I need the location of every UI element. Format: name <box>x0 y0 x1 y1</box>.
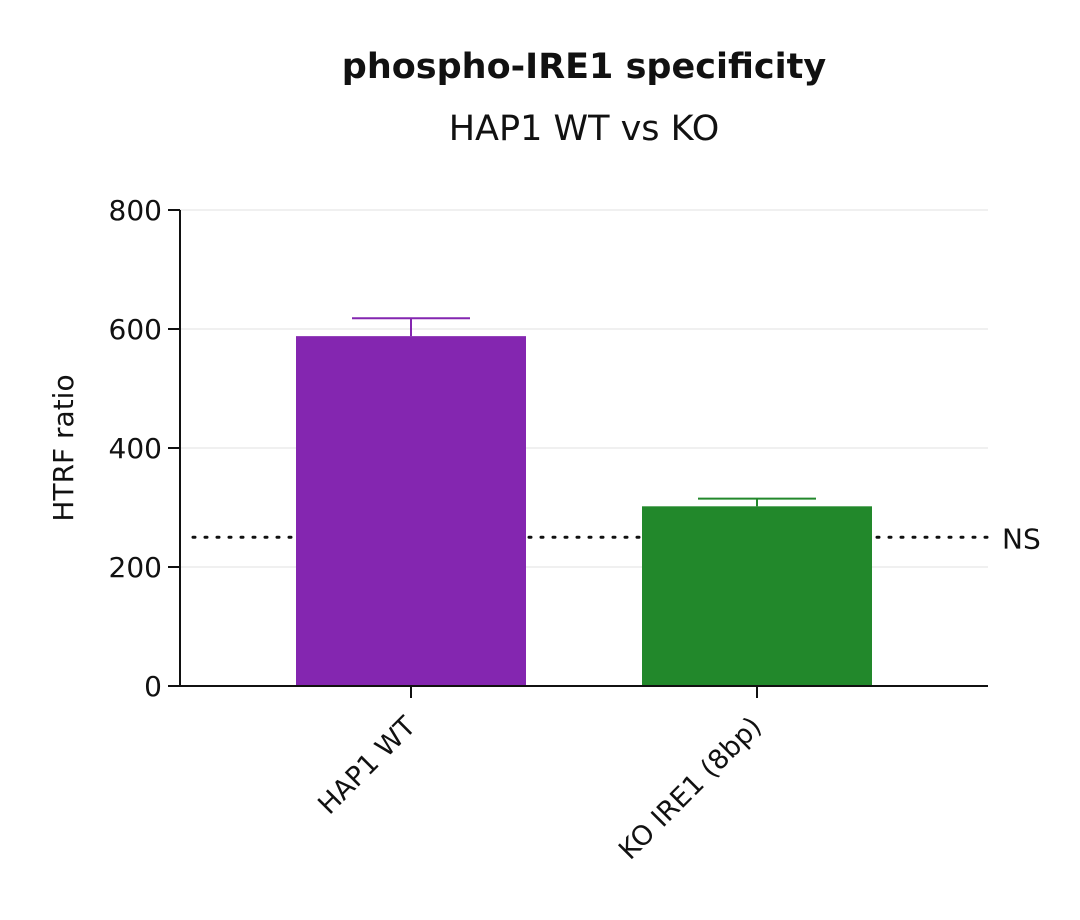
reference-line-label: NS <box>1002 522 1041 555</box>
chart-subtitle: HAP1 WT vs KO <box>449 109 720 149</box>
chart-title: phospho-IRE1 specificity <box>342 47 827 87</box>
y-tick-label: 200 <box>109 551 162 584</box>
y-tick-label: 600 <box>109 313 162 346</box>
bars <box>296 317 872 686</box>
bar <box>296 336 526 686</box>
y-tick-label: 400 <box>109 432 162 465</box>
x-category-label: KO IRE1 (8bp) <box>613 711 768 866</box>
y-tick-label: 800 <box>109 194 162 227</box>
bar <box>642 506 872 686</box>
axes <box>168 209 988 698</box>
y-tick-label: 0 <box>144 670 162 703</box>
x-category-label: HAP1 WT <box>312 711 422 821</box>
y-axis-label: HTRF ratio <box>47 374 80 521</box>
